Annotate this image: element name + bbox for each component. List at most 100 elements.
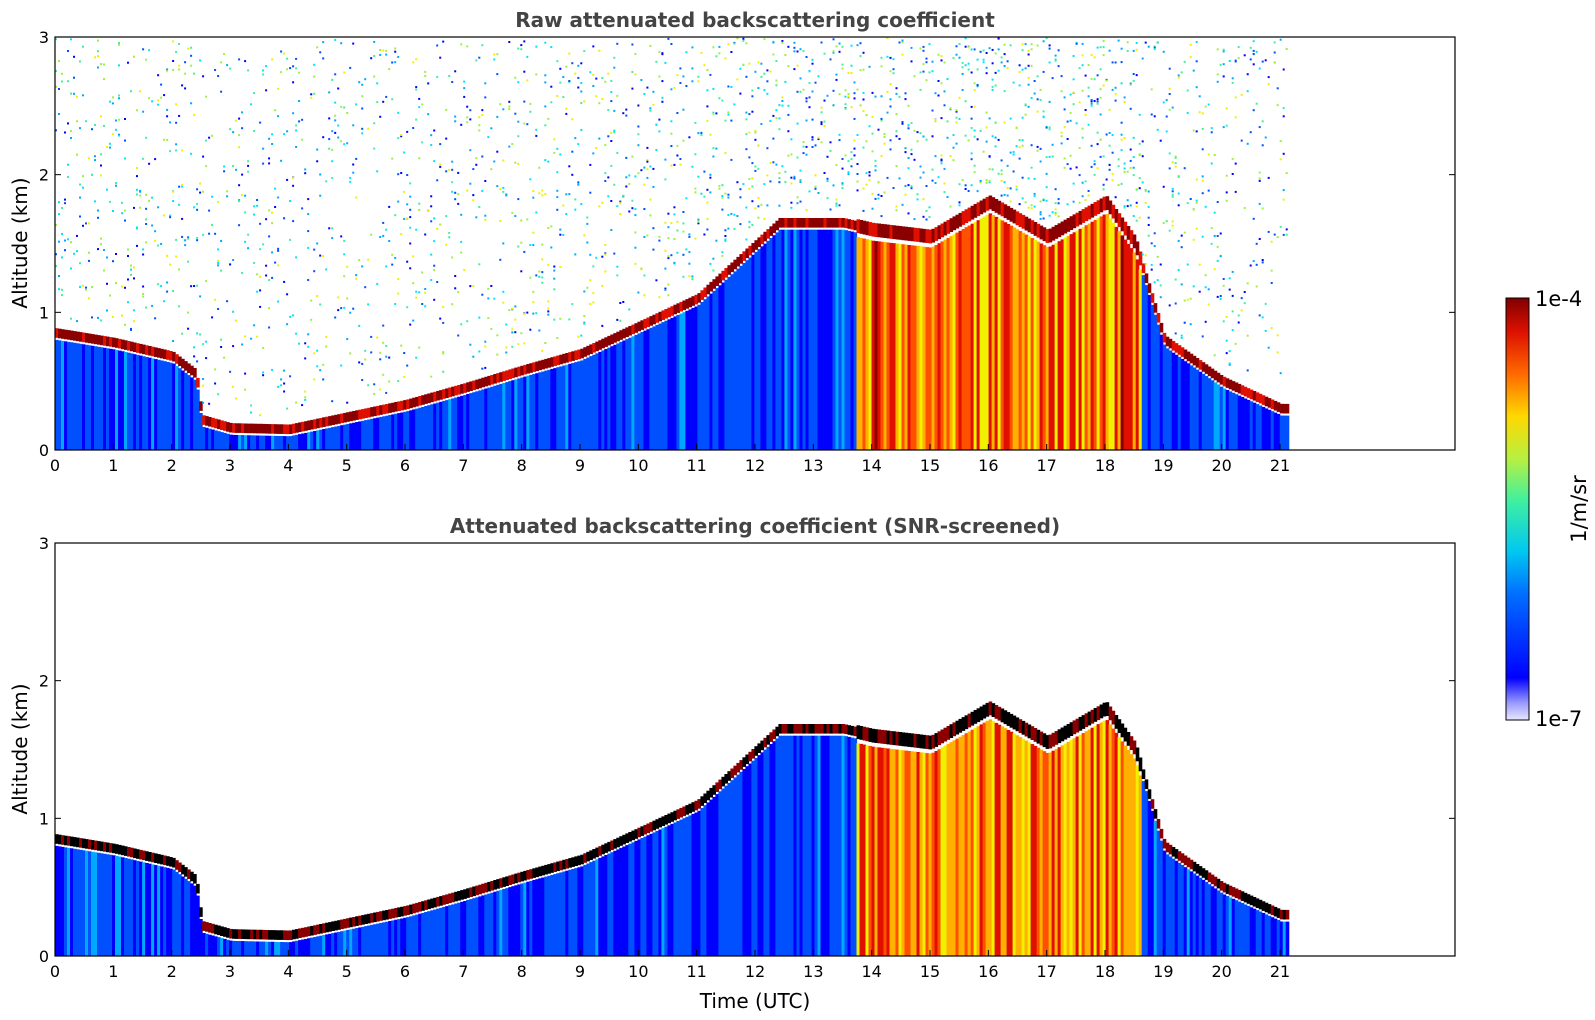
colorbar: 1e-4 1e-7 1/m/sr xyxy=(1505,287,1591,731)
panel-screened: Attenuated backscattering coefficient (S… xyxy=(8,514,1456,1013)
time-column xyxy=(892,731,897,956)
time-column xyxy=(1246,73,1251,450)
time-column xyxy=(55,834,59,956)
time-column xyxy=(109,100,113,450)
time-column xyxy=(1072,720,1077,956)
time-column xyxy=(79,838,83,956)
time-column xyxy=(787,45,791,450)
time-column xyxy=(1282,68,1287,450)
time-column xyxy=(1000,708,1005,956)
time-column xyxy=(667,37,671,450)
time-column xyxy=(493,53,497,450)
time-column xyxy=(958,718,963,956)
time-column xyxy=(1207,103,1212,450)
time-column xyxy=(601,77,605,450)
time-column xyxy=(388,909,392,956)
time-column xyxy=(97,39,101,450)
time-column xyxy=(688,803,692,956)
time-column xyxy=(196,188,200,450)
time-column xyxy=(733,41,737,450)
time-column xyxy=(301,927,305,956)
time-column xyxy=(502,877,506,956)
time-column xyxy=(865,727,870,956)
y-tick-label: 3 xyxy=(39,534,49,553)
time-column xyxy=(508,875,512,956)
time-column xyxy=(670,43,674,450)
time-column xyxy=(475,59,479,450)
time-column xyxy=(592,45,596,450)
time-column xyxy=(286,57,290,450)
time-column xyxy=(652,90,656,450)
time-column xyxy=(880,56,885,450)
time-column xyxy=(190,46,194,450)
time-column xyxy=(547,864,551,956)
time-column xyxy=(1270,240,1275,450)
time-column xyxy=(1129,82,1134,450)
time-column xyxy=(550,46,554,450)
x-tick-label: 16 xyxy=(978,962,998,981)
time-column xyxy=(1219,63,1224,450)
time-column xyxy=(826,724,831,956)
time-column xyxy=(640,826,644,956)
time-column xyxy=(127,847,131,956)
time-column xyxy=(874,95,879,450)
time-column xyxy=(709,787,713,956)
time-column xyxy=(634,53,638,450)
x-tick-label: 10 xyxy=(628,456,648,475)
time-column xyxy=(1006,60,1011,450)
time-column xyxy=(448,75,452,450)
time-column xyxy=(910,46,915,450)
time-column xyxy=(1003,710,1008,956)
time-column xyxy=(1165,842,1170,956)
time-column xyxy=(1069,93,1074,450)
x-tick-label: 0 xyxy=(50,962,60,981)
time-column xyxy=(496,879,500,956)
time-column xyxy=(667,813,671,956)
time-column xyxy=(796,724,801,956)
time-column xyxy=(1231,77,1236,450)
time-column xyxy=(685,51,689,450)
time-column xyxy=(586,216,590,450)
time-column xyxy=(220,61,224,450)
time-column xyxy=(661,52,665,450)
time-column xyxy=(775,726,779,956)
time-column xyxy=(610,840,614,956)
time-column xyxy=(430,134,434,450)
time-column xyxy=(199,907,203,956)
time-column xyxy=(259,929,263,956)
time-column xyxy=(412,903,416,956)
time-column xyxy=(856,725,861,956)
time-column xyxy=(1264,902,1269,956)
time-column xyxy=(1039,88,1044,450)
x-tick-label: 13 xyxy=(803,962,823,981)
time-column xyxy=(1228,60,1233,450)
time-column xyxy=(478,884,482,956)
time-column xyxy=(1072,55,1077,450)
time-column xyxy=(1012,81,1017,450)
time-column xyxy=(61,835,65,956)
time-column xyxy=(1144,41,1149,450)
x-tick-label: 11 xyxy=(686,456,706,475)
time-column xyxy=(844,724,849,956)
time-column xyxy=(952,722,957,956)
time-column xyxy=(454,70,458,450)
time-column xyxy=(250,103,254,450)
time-column xyxy=(298,71,302,450)
time-column xyxy=(853,726,858,956)
time-column xyxy=(595,77,599,450)
time-column xyxy=(910,733,915,956)
time-column xyxy=(1168,844,1173,956)
time-column xyxy=(244,60,248,450)
time-column xyxy=(769,732,773,956)
time-column xyxy=(256,199,260,450)
time-column xyxy=(928,43,933,450)
time-column xyxy=(220,926,224,956)
time-column xyxy=(1105,702,1110,956)
time-column xyxy=(247,69,251,450)
time-column xyxy=(1000,56,1005,450)
time-column xyxy=(70,38,74,450)
x-tick-label: 0 xyxy=(50,456,60,475)
time-column xyxy=(1129,736,1134,956)
colorbar-gradient xyxy=(1505,297,1530,721)
